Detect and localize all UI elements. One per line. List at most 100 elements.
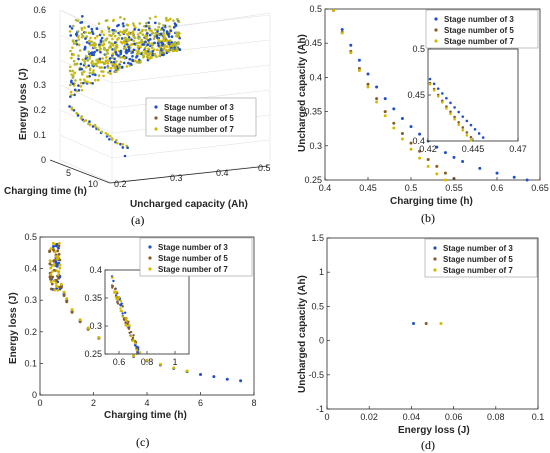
y-tick-label: 0.2 xyxy=(24,327,37,337)
x-tick-label: 2 xyxy=(91,398,96,408)
inset-data-point xyxy=(129,334,133,338)
inset-data-point xyxy=(481,136,485,139)
panel-d-x-ticks: 0 0.02 0.04 0.06 0.08 0.1 xyxy=(324,406,544,422)
inset-data-point xyxy=(449,112,452,116)
inset-data-point xyxy=(113,291,117,294)
panel-b-scatter-points xyxy=(332,8,529,182)
data-point xyxy=(92,53,96,57)
legend-entry: Stage number of 7 xyxy=(158,265,228,274)
data-point xyxy=(173,46,176,49)
data-point xyxy=(400,116,404,120)
y-tick-label: 0.5 xyxy=(311,301,324,311)
data-point xyxy=(127,31,131,35)
panel-b-y-ticks: 0.25 0.3 0.35 0.4 0.45 0.5 xyxy=(304,4,328,185)
data-point xyxy=(122,29,126,33)
data-point xyxy=(136,52,139,55)
panel-a-y-ticks: 0.2 0.3 0.4 0.5 xyxy=(114,163,271,189)
data-point xyxy=(91,71,95,74)
data-point xyxy=(100,36,104,40)
legend-entry: Stage number of 7 xyxy=(444,37,514,46)
data-point xyxy=(132,48,136,52)
data-point xyxy=(154,15,157,19)
x-tick-label: 0.06 xyxy=(445,412,463,422)
data-point xyxy=(77,84,80,87)
inset-data-point xyxy=(469,123,473,127)
panel-b-legend: Stage number of 3 Stage number of 5 Stage … xyxy=(425,9,539,49)
data-point xyxy=(105,49,109,52)
data-point xyxy=(409,141,413,145)
data-point xyxy=(102,40,105,43)
z-tick-label: 0.2 xyxy=(33,105,46,115)
y-tick-label: 0.2 xyxy=(114,179,127,189)
legend-entry: Stage number of 7 xyxy=(443,266,513,275)
data-point xyxy=(79,78,82,81)
data-point xyxy=(97,48,101,52)
gridline xyxy=(59,134,113,159)
data-point xyxy=(84,65,88,69)
data-point xyxy=(115,44,118,47)
inset-data-point xyxy=(469,135,473,139)
data-point xyxy=(121,31,125,34)
panel-b-axes-box xyxy=(324,8,541,181)
legend-marker xyxy=(154,127,158,131)
data-point xyxy=(126,32,129,36)
panel-a-legend: Stage number of 3 Stage number of 5 Stage … xyxy=(145,97,257,137)
data-point xyxy=(199,372,202,376)
data-point xyxy=(165,31,169,35)
data-point xyxy=(116,38,119,41)
inset-data-point xyxy=(128,331,131,334)
data-point xyxy=(70,108,74,111)
data-point xyxy=(70,308,74,312)
data-point xyxy=(340,28,344,32)
y-tick-label: 1.5 xyxy=(311,233,324,243)
inset-x-tick-label: 0.8 xyxy=(141,357,154,367)
inset-data-point xyxy=(453,115,456,119)
data-point xyxy=(114,70,118,74)
panel-c-inset-points xyxy=(110,275,142,355)
panel-d: 0 0.02 0.04 0.06 0.08 0.1 -1 -0.5 0 0.5 1 1.5 Stag… xyxy=(297,233,544,452)
panel-d-y-ticks: -1 -0.5 0 0.5 1 1.5 xyxy=(308,233,330,414)
data-point xyxy=(132,32,135,36)
data-point xyxy=(58,258,62,262)
data-point xyxy=(91,30,94,34)
data-point xyxy=(113,65,117,68)
data-point xyxy=(52,263,56,266)
x-tick-label: 6 xyxy=(198,398,203,408)
x-tick-label: 0.55 xyxy=(445,183,463,193)
data-point xyxy=(153,52,157,56)
data-point xyxy=(48,275,52,279)
data-point xyxy=(136,50,139,53)
data-point xyxy=(107,66,110,69)
inset-data-point xyxy=(126,322,129,326)
gridline xyxy=(59,84,113,109)
x-tick-label: 0.04 xyxy=(403,412,421,422)
data-point xyxy=(68,25,72,28)
data-point xyxy=(91,82,94,85)
data-point xyxy=(418,156,422,160)
data-point xyxy=(119,50,122,54)
inset-data-point xyxy=(453,117,456,121)
data-point xyxy=(105,19,109,22)
data-point xyxy=(83,46,87,50)
data-point xyxy=(140,38,144,42)
y-tick-label: 0.4 xyxy=(216,168,229,178)
data-point xyxy=(165,51,169,55)
data-point xyxy=(120,37,124,40)
data-point xyxy=(48,262,52,266)
inset-data-point xyxy=(115,297,118,301)
panel-a-caption: (a) xyxy=(131,213,144,227)
data-point xyxy=(177,31,181,34)
data-point xyxy=(174,23,178,27)
inset-y-tick-label: 0.45 xyxy=(407,90,425,100)
data-point xyxy=(70,56,73,60)
data-point xyxy=(172,366,176,370)
data-point xyxy=(74,18,78,22)
inset-data-point xyxy=(469,139,473,142)
data-point xyxy=(74,79,77,82)
panel-b-inset-points xyxy=(428,77,485,142)
panel-d-scatter-points xyxy=(412,322,443,325)
data-point xyxy=(111,48,114,51)
data-point xyxy=(88,71,92,75)
data-point xyxy=(119,142,122,146)
